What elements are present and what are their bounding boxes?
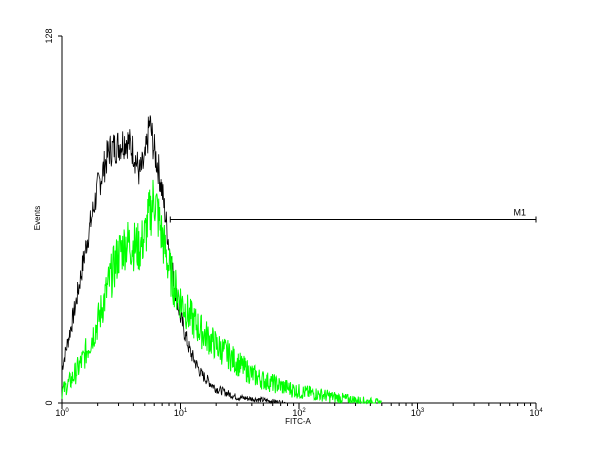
x-tick-base: 10	[529, 408, 539, 418]
x-tick-base: 10	[174, 408, 184, 418]
marker-m1-label: M1	[513, 208, 526, 218]
x-tick-base: 10	[411, 408, 421, 418]
x-tick-exponent: 4	[539, 408, 543, 414]
x-tick-label: 102	[292, 408, 306, 418]
x-tick-label: 103	[411, 408, 425, 418]
y-tick-label: 128	[44, 28, 54, 43]
x-tick-label: 100	[55, 408, 69, 418]
x-tick-exponent: 0	[65, 408, 69, 414]
x-axis-title: FITC-A	[285, 417, 311, 426]
x-tick-exponent: 1	[184, 408, 188, 414]
series-line	[61, 115, 288, 405]
x-tick-exponent: 3	[421, 408, 425, 414]
x-tick-label: 104	[529, 408, 543, 418]
x-tick-label: 101	[174, 408, 188, 418]
y-axis-title: Events	[33, 206, 42, 230]
x-tick-base: 10	[55, 408, 65, 418]
x-tick-base: 10	[292, 408, 302, 418]
y-tick-label: 0	[44, 400, 54, 405]
x-tick-exponent: 2	[302, 408, 306, 414]
series-line	[61, 179, 382, 405]
